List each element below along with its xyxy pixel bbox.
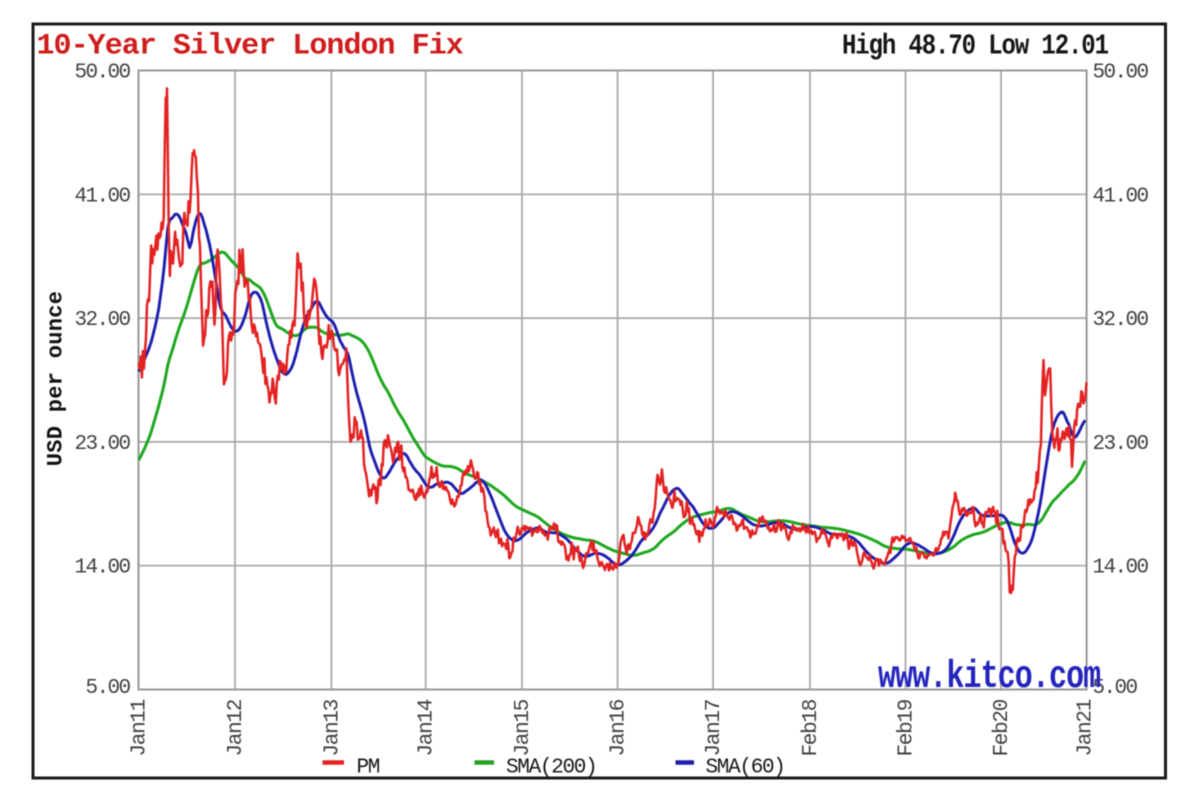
svg-text:www.kitco.com: www.kitco.com <box>878 656 1100 700</box>
svg-text:Feb18: Feb18 <box>800 699 823 756</box>
svg-text:Jan17: Jan17 <box>703 700 726 757</box>
svg-text:10-Year Silver London Fix: 10-Year Silver London Fix <box>37 30 464 64</box>
svg-text:41.00: 41.00 <box>74 185 130 208</box>
svg-text:Feb19: Feb19 <box>896 699 919 756</box>
svg-text:SMA(200): SMA(200) <box>506 757 596 780</box>
svg-text:Jan14: Jan14 <box>416 699 439 756</box>
svg-text:Jan15: Jan15 <box>512 699 535 756</box>
svg-text:USD per ounce: USD per ounce <box>44 291 69 467</box>
svg-text:23.00: 23.00 <box>74 433 130 456</box>
svg-text:Jan21: Jan21 <box>1075 699 1098 756</box>
svg-text:5.00: 5.00 <box>1093 677 1138 700</box>
svg-text:SMA(60): SMA(60) <box>706 757 785 780</box>
svg-text:Feb20: Feb20 <box>991 699 1014 756</box>
svg-text:14.00: 14.00 <box>1093 557 1149 580</box>
svg-text:32.00: 32.00 <box>74 309 130 332</box>
svg-text:High 48.70 Low 12.01: High 48.70 Low 12.01 <box>842 30 1108 62</box>
svg-text:Jan12: Jan12 <box>225 699 248 756</box>
svg-text:23.00: 23.00 <box>1093 433 1149 456</box>
svg-text:Jan11: Jan11 <box>129 699 152 756</box>
svg-text:50.00: 50.00 <box>74 62 130 85</box>
svg-text:50.00: 50.00 <box>1093 62 1149 85</box>
svg-text:14.00: 14.00 <box>74 557 130 580</box>
svg-text:Jan13: Jan13 <box>321 699 344 756</box>
svg-text:32.00: 32.00 <box>1093 309 1149 332</box>
svg-text:41.00: 41.00 <box>1093 185 1149 208</box>
svg-text:Jan16: Jan16 <box>608 699 631 756</box>
svg-text:PM: PM <box>357 757 380 780</box>
svg-text:5.00: 5.00 <box>85 677 130 700</box>
